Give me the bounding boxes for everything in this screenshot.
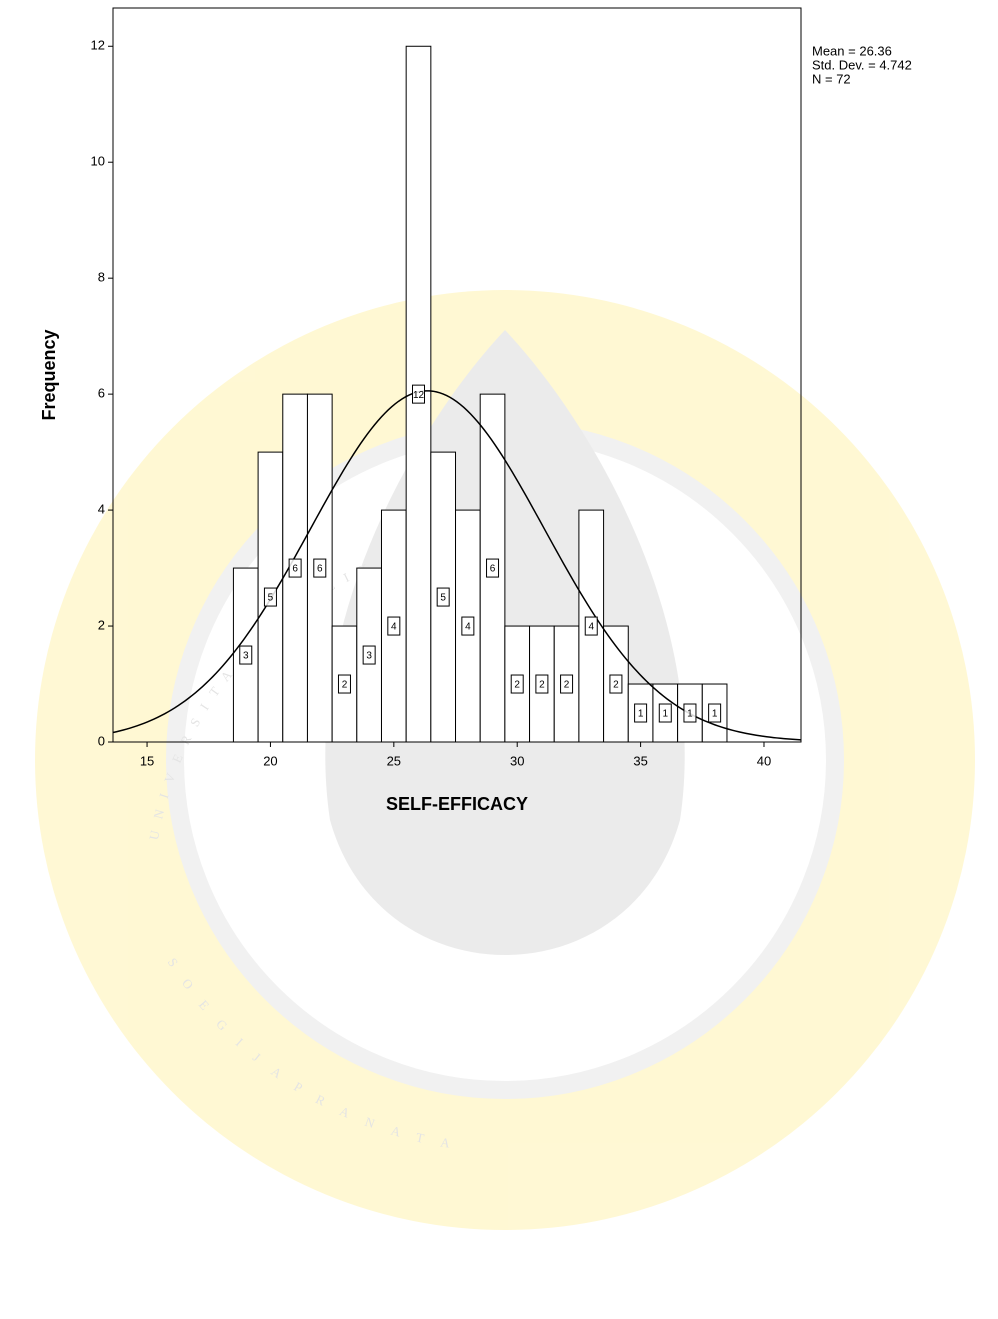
data-label-text: 4 [588,622,594,633]
data-label-text: 2 [539,680,545,691]
data-label: 1 [684,704,696,722]
data-label-text: 2 [613,680,619,691]
data-label: 2 [536,675,548,693]
data-label-text: 2 [514,680,520,691]
x-tick-label: 40 [757,753,771,768]
data-label: 4 [585,617,597,635]
data-label: 1 [709,704,721,722]
data-label-text: 1 [638,709,644,720]
data-label: 6 [487,559,499,577]
stats-legend: Std. Dev. = 4.742 [812,57,912,72]
data-label-text: 6 [317,564,323,575]
data-label-text: 4 [391,622,397,633]
data-label: 3 [240,646,252,664]
x-tick-label: 25 [387,753,401,768]
data-label-text: 3 [366,651,372,662]
y-tick-label: 12 [91,38,105,53]
x-axis-title: SELF-EFFICACY [386,794,528,814]
y-tick-label: 10 [91,154,105,169]
data-label: 5 [437,588,449,606]
data-label: 6 [314,559,326,577]
data-label: 6 [289,559,301,577]
data-label-text: 2 [564,680,570,691]
data-label-text: 2 [342,680,348,691]
data-label: 1 [659,704,671,722]
data-label: 2 [610,675,622,693]
y-tick-label: 6 [98,386,105,401]
y-tick-label: 4 [98,502,105,517]
x-tick-label: 35 [633,753,647,768]
data-label-text: 12 [413,390,425,401]
data-label-text: 6 [490,564,496,575]
data-label-text: 4 [465,622,471,633]
data-label: 4 [388,617,400,635]
data-label: 1 [635,704,647,722]
data-label: 2 [338,675,350,693]
y-tick-label: 8 [98,270,105,285]
data-label-text: 1 [662,709,668,720]
data-label-text: 5 [440,593,446,604]
data-label-text: 5 [268,593,274,604]
data-label-text: 6 [292,564,298,575]
y-tick-label: 0 [98,733,105,748]
data-label: 2 [561,675,573,693]
x-tick-label: 30 [510,753,524,768]
chart: UNIVERSITAS KATOLIK SOEGIJAPRANATA Frequ… [0,0,998,1314]
data-label: 12 [413,385,425,403]
y-axis-title: Frequency [39,329,59,420]
stats-legend: N = 72 [812,71,851,86]
stats-legend: Mean = 26.36 [812,43,892,58]
data-label: 5 [264,588,276,606]
data-label: 3 [363,646,375,664]
data-label-text: 1 [687,709,693,720]
data-label-text: 1 [712,709,718,720]
y-tick-label: 2 [98,617,105,632]
data-label: 2 [511,675,523,693]
x-tick-label: 15 [140,753,154,768]
x-tick-label: 20 [263,753,277,768]
data-label-text: 3 [243,651,249,662]
data-label: 4 [462,617,474,635]
